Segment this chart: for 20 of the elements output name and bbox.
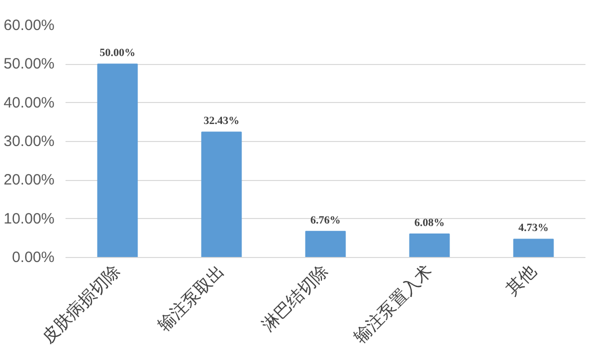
data-label: 6.08% xyxy=(414,216,445,229)
data-label: 4.73% xyxy=(518,222,549,234)
data-label: 50.00% xyxy=(100,47,136,60)
y-tick-label: 10.00% xyxy=(4,210,54,228)
bar xyxy=(513,238,554,258)
y-tick-label: 30.00% xyxy=(4,133,54,150)
y-tick-label: 20.00% xyxy=(4,172,54,189)
y-tick-label: 60.00% xyxy=(4,17,54,34)
y-tick-label: 40.00% xyxy=(4,94,54,112)
bar xyxy=(97,64,138,258)
bar xyxy=(305,230,346,258)
x-tick-label: 输注泵取出 xyxy=(154,261,229,336)
data-label: 6.76% xyxy=(310,214,341,226)
bar xyxy=(409,233,450,258)
bar xyxy=(201,132,242,258)
x-tick-label: 输注泵置入术 xyxy=(350,261,437,348)
x-tick-label: 淋巴结切除 xyxy=(258,261,333,336)
data-label: 32.43% xyxy=(204,115,240,128)
y-tick-label: 50.00% xyxy=(4,56,54,73)
x-tick-label: 其他 xyxy=(502,261,541,300)
